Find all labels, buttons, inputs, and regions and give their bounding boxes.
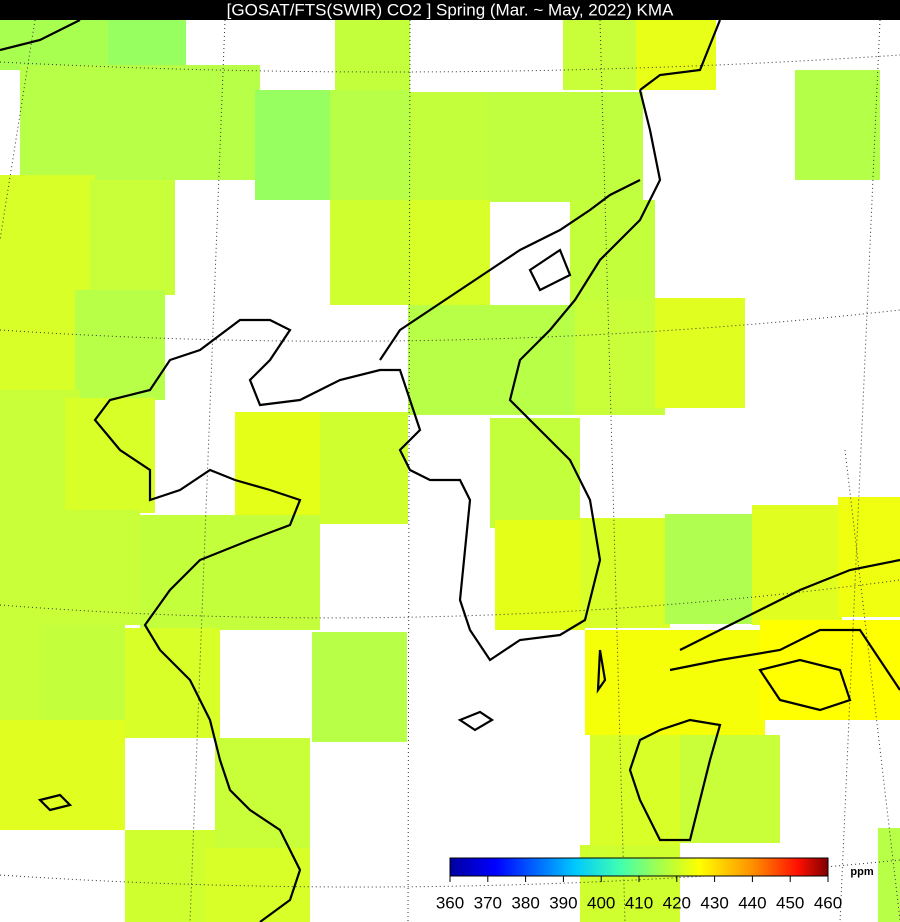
title: [GOSAT/FTS(SWIR) CO2 ] Spring (Mar. ~ Ma…: [227, 0, 674, 19]
coastlines: [0, 19, 900, 922]
colorbar-tick-label: 360: [436, 893, 464, 912]
colorbar-tick-label: 380: [511, 893, 539, 912]
colorbar-unit: ppm: [850, 866, 873, 878]
colorbar-ticks: 360 370 380 390 400 410 420 430 440 450 460: [436, 876, 842, 912]
colorbar-tick-label: 430: [700, 893, 728, 912]
colorbar-tick-label: 450: [776, 893, 804, 912]
colorbar-tick-label: 460: [814, 893, 842, 912]
colorbar-tick-label: 440: [738, 893, 766, 912]
colorbar-tick-label: 390: [549, 893, 577, 912]
graticule: [0, 19, 900, 922]
colorbar: [449, 857, 829, 877]
title-bar: [0, 0, 900, 20]
colorbar-tick-label: 410: [625, 893, 653, 912]
colorbar-tick-label: 400: [587, 893, 615, 912]
colorbar-tick-label: 370: [474, 893, 502, 912]
co2-cells: [0, 20, 900, 922]
colorbar-tick-label: 420: [663, 893, 691, 912]
